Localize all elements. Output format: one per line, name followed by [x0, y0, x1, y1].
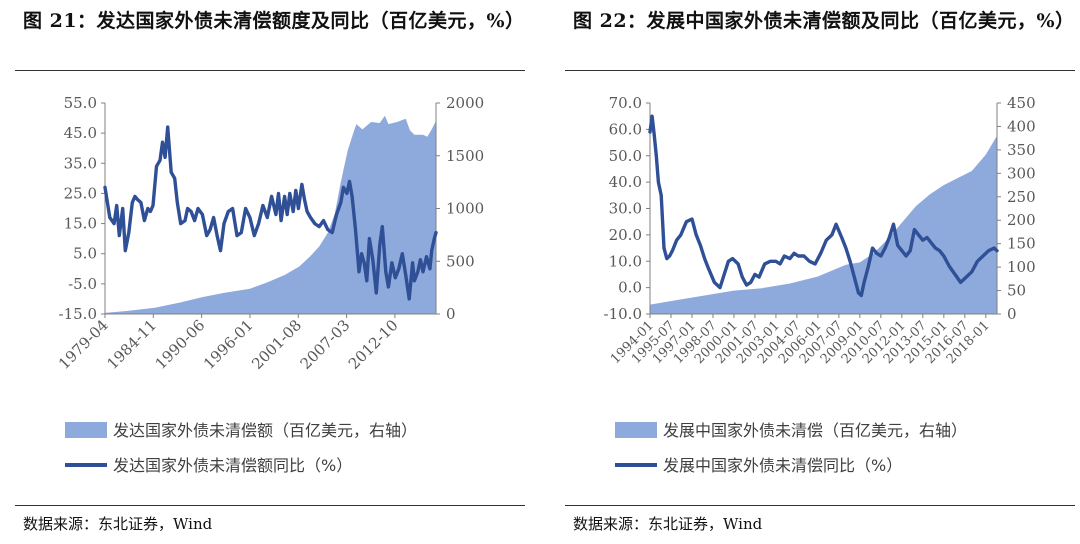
- chart-title: 图 22：发展中国家外债未清偿额及同比（百亿美元，%）: [573, 10, 1075, 32]
- right-tick-label: 300: [1007, 164, 1036, 182]
- line-series: [648, 114, 999, 298]
- right-tick-label: 200: [1007, 211, 1036, 229]
- legend-area-swatch: [65, 422, 107, 438]
- right-tick-label: 100: [1007, 258, 1036, 276]
- line-series: [103, 125, 438, 301]
- title-divider: [565, 70, 1075, 71]
- right-tick-label: 0: [446, 305, 456, 323]
- x-tick-label: 2012-10: [345, 316, 402, 373]
- right-tick-label: 350: [1007, 141, 1036, 159]
- legend-area-swatch: [615, 422, 657, 438]
- chart-panel-left: 图 21：发达国家外债未清偿额度及同比（百亿美元，%） 55.0 45.0 35.0…: [15, 0, 525, 544]
- left-tick-label: 55.0: [64, 94, 97, 112]
- x-tick-label: 1996-01: [200, 316, 257, 373]
- left-tick-label: -5.0: [68, 275, 97, 293]
- chart-panel-right: 图 22：发展中国家外债未清偿额及同比（百亿美元，%） 70.0 60.0 50.0…: [565, 0, 1075, 544]
- area-series: [105, 115, 436, 314]
- left-tick-label: 45.0: [64, 124, 97, 142]
- source-divider: [15, 505, 525, 506]
- right-tick-label: 250: [1007, 188, 1036, 206]
- left-tick-label: 30.0: [609, 200, 642, 218]
- legend-area-label: 发达国家外债未清偿额（百亿美元，右轴）: [113, 421, 417, 440]
- area-series: [650, 135, 997, 314]
- x-tick-label: 2001-08: [248, 316, 305, 373]
- left-tick-label: 0.0: [618, 279, 642, 297]
- chart-canvas-right: 70.0 60.0 50.0 40.0 30.0 20.0 10.0 0.0 -10.0 450 4…: [604, 94, 1036, 475]
- title-divider: [15, 70, 525, 71]
- right-tick-label: 450: [1007, 94, 1036, 112]
- right-tick-label: 2000: [446, 94, 484, 112]
- legend-line-label: 发展中国家外债未清偿同比（%）: [663, 456, 902, 475]
- legend-area-label: 发展中国家外债未清偿（百亿美元，右轴）: [663, 421, 967, 440]
- right-tick-label: 500: [446, 252, 475, 270]
- x-tick-label: 1984-11: [103, 316, 160, 373]
- x-tick-label: 1979-04: [55, 316, 112, 373]
- left-tick-label: -15.0: [59, 305, 97, 323]
- right-tick-label: 400: [1007, 117, 1036, 135]
- left-tick-label: 20.0: [609, 226, 642, 244]
- left-tick-label: 40.0: [609, 173, 642, 191]
- right-tick-label: 1500: [446, 147, 484, 165]
- left-tick-label: 60.0: [609, 120, 642, 138]
- chart-title: 图 21：发达国家外债未清偿额度及同比（百亿美元，%）: [23, 10, 525, 32]
- right-tick-label: 50: [1007, 282, 1026, 300]
- left-tick-label: 15.0: [64, 215, 97, 233]
- left-tick-label: 10.0: [609, 252, 642, 270]
- left-tick-label: 50.0: [609, 147, 642, 165]
- legend-line-label: 发达国家外债未清偿额同比（%）: [113, 456, 352, 475]
- chart-canvas-left: 55.0 45.0 35.0 25.0 15.0 5.0 -5.0 -15.0 2000 1500…: [55, 94, 484, 475]
- x-tick-label: 1990-06: [152, 316, 209, 373]
- source-note: 数据来源：东北证券，Wind: [573, 515, 763, 533]
- left-tick-label: 25.0: [64, 184, 97, 202]
- left-tick-label: 70.0: [609, 94, 642, 112]
- source-note: 数据来源：东北证券，Wind: [23, 515, 213, 533]
- right-tick-label: 1000: [446, 200, 484, 218]
- x-tick-label: 2007-03: [297, 316, 354, 373]
- right-tick-label: 150: [1007, 235, 1036, 253]
- left-tick-label: 35.0: [64, 154, 97, 172]
- right-tick-label: 0: [1007, 305, 1017, 323]
- source-divider: [565, 505, 1075, 506]
- left-tick-label: 5.0: [73, 245, 97, 263]
- left-tick-label: -10.0: [604, 305, 642, 323]
